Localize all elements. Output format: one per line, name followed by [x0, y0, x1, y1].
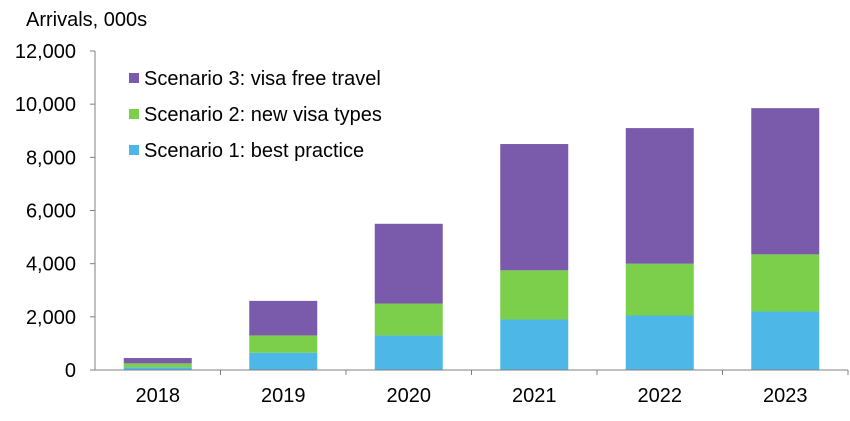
y-tick-label: 4,000	[26, 254, 76, 276]
x-tick-label: 2019	[261, 385, 306, 407]
bar-segment	[249, 300, 318, 336]
bar-segment	[625, 128, 694, 264]
bar-segment	[374, 303, 443, 336]
y-tick-label: 10,000	[15, 94, 76, 116]
x-tick-label: 2021	[512, 385, 557, 407]
legend: Scenario 3: visa free travel Scenario 2: …	[129, 68, 382, 162]
legend-label: Scenario 2: new visa types	[144, 104, 382, 126]
bar-segment	[751, 311, 820, 370]
bars-layer	[123, 108, 820, 370]
legend-swatch	[129, 73, 139, 83]
y-tick-label: 0	[65, 360, 76, 382]
bar-segment	[625, 263, 694, 316]
y-tick-label: 6,000	[26, 201, 76, 223]
bar-segment	[374, 335, 443, 370]
axes-layer: 0 2,000 4,000 6,000 8,000 10,000 12,000 2018 201…	[15, 41, 849, 407]
bar-segment	[751, 108, 820, 255]
x-tick-label: 2022	[638, 385, 683, 407]
x-tick-label: 2020	[387, 385, 432, 407]
y-tick-label: 2,000	[26, 307, 76, 329]
y-axis-label: Arrivals, 000s	[26, 9, 147, 31]
bar-segment	[123, 358, 192, 364]
bar-segment	[123, 367, 192, 370]
legend-swatch	[129, 145, 139, 155]
y-tick-label: 12,000	[15, 41, 76, 63]
legend-label: Scenario 3: visa free travel	[144, 68, 381, 90]
bar-segment	[374, 223, 443, 304]
bar-segment	[249, 335, 318, 353]
bar-segment	[751, 254, 820, 312]
x-tick-label: 2023	[763, 385, 808, 407]
bar-segment	[625, 315, 694, 370]
bar-segment	[500, 270, 569, 320]
y-tick-label: 8,000	[26, 147, 76, 169]
bar-segment	[500, 144, 569, 271]
legend-label: Scenario 1: best practice	[144, 140, 364, 162]
legend-swatch	[129, 109, 139, 119]
bar-segment	[500, 319, 569, 370]
x-tick-label: 2018	[136, 385, 181, 407]
bar-segment	[249, 352, 318, 370]
bar-segment	[123, 363, 192, 368]
